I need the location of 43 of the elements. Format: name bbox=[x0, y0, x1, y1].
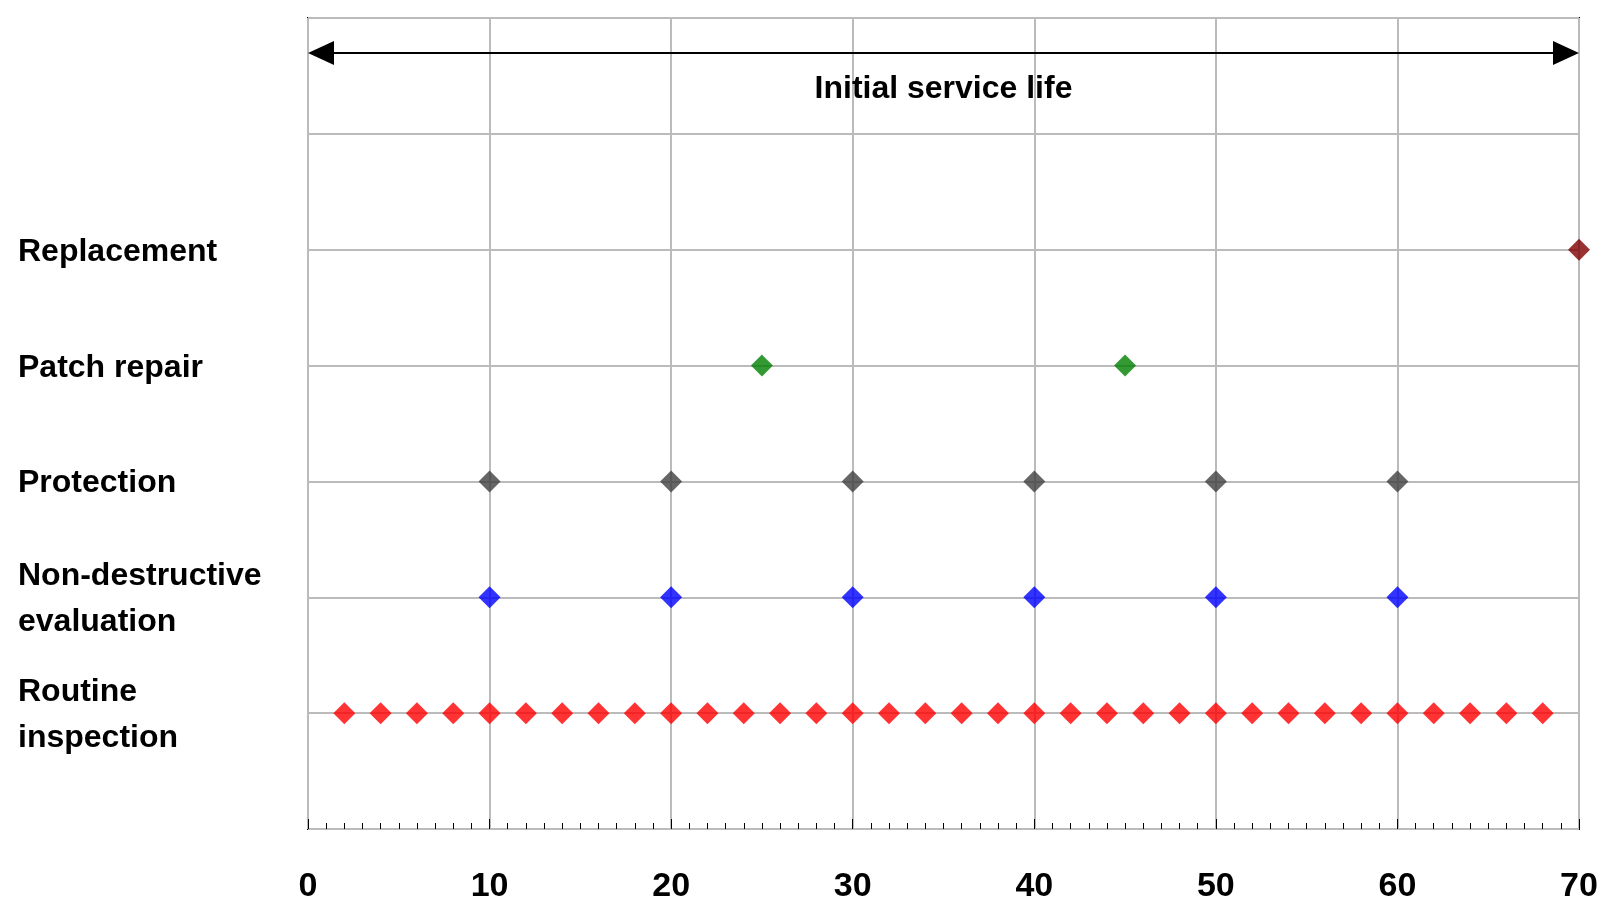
point bbox=[769, 702, 792, 725]
point bbox=[1313, 702, 1336, 725]
point bbox=[1277, 702, 1300, 725]
x-tick-label: 40 bbox=[1015, 865, 1054, 903]
point bbox=[1059, 702, 1082, 725]
point bbox=[1350, 702, 1373, 725]
y-tick-label: Protection bbox=[18, 463, 177, 500]
point bbox=[1095, 702, 1118, 725]
point bbox=[1241, 702, 1264, 725]
x-tick-label: 20 bbox=[652, 865, 691, 903]
point bbox=[1422, 702, 1445, 725]
point bbox=[914, 702, 937, 725]
point bbox=[1495, 702, 1518, 725]
point bbox=[1386, 702, 1409, 725]
point bbox=[950, 702, 973, 725]
point bbox=[1204, 702, 1227, 725]
point bbox=[1531, 702, 1554, 725]
point bbox=[878, 702, 901, 725]
y-tick-label: Non-destructive evaluation bbox=[18, 556, 271, 639]
point bbox=[1168, 702, 1191, 725]
point bbox=[841, 702, 864, 725]
x-tick-label: 10 bbox=[470, 865, 509, 903]
x-tick-label: 50 bbox=[1196, 865, 1235, 903]
point bbox=[1023, 702, 1046, 725]
point bbox=[986, 702, 1009, 725]
point bbox=[696, 702, 719, 725]
point bbox=[587, 702, 610, 725]
y-tick-label: Replacement bbox=[18, 231, 218, 268]
annotation: Initial service life bbox=[814, 68, 1073, 105]
point bbox=[1132, 702, 1155, 725]
x-tick-label: 60 bbox=[1378, 865, 1417, 903]
point bbox=[660, 702, 683, 725]
point bbox=[732, 702, 755, 725]
point bbox=[805, 702, 828, 725]
x-tick-label: 70 bbox=[1560, 865, 1598, 903]
x-tick-label: 30 bbox=[833, 865, 872, 903]
point bbox=[1568, 238, 1590, 261]
x-tick-label: 0 bbox=[298, 865, 318, 903]
point bbox=[623, 702, 646, 725]
y-tick-label: Routine inspection bbox=[18, 672, 179, 755]
y-tick-label: Patch repair bbox=[18, 347, 203, 384]
point bbox=[1459, 702, 1482, 725]
point bbox=[551, 702, 574, 725]
